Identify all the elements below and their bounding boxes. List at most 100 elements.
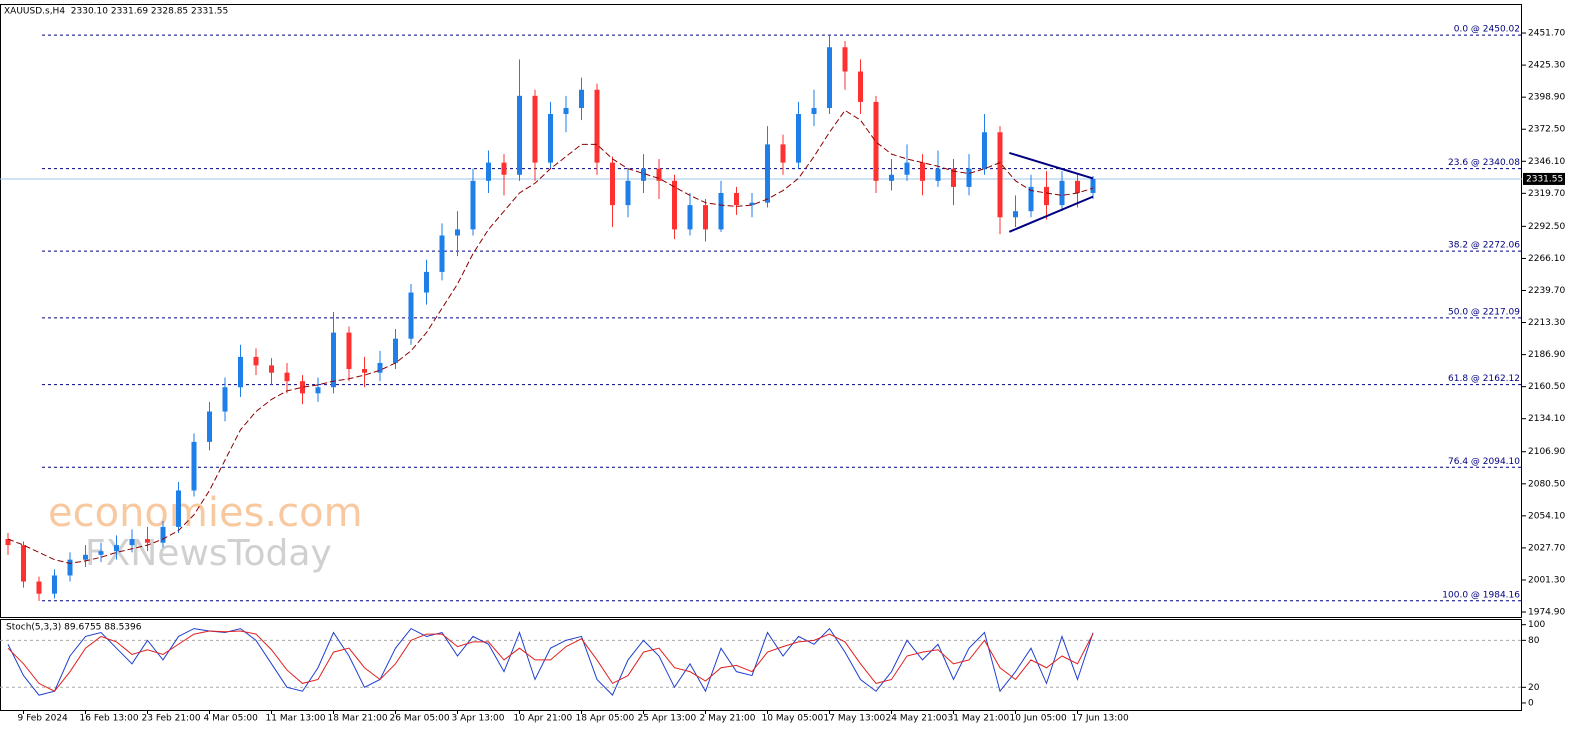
candle-body bbox=[997, 132, 1003, 218]
candle-body bbox=[176, 490, 181, 527]
candle-body bbox=[579, 89, 584, 108]
candle-body bbox=[889, 174, 894, 181]
candle-body bbox=[36, 581, 42, 594]
candle-body bbox=[827, 47, 832, 108]
candle-body bbox=[222, 387, 228, 412]
candle-body bbox=[1090, 178, 1096, 193]
trendline bbox=[1008, 195, 1094, 233]
stoch-panel bbox=[0, 619, 1522, 711]
candle-body bbox=[424, 271, 429, 293]
stoch-line bbox=[7, 627, 1094, 697]
candle-body bbox=[920, 162, 925, 181]
fib-label: 38.2 @ 2272.06 bbox=[1448, 241, 1520, 251]
candle-body bbox=[377, 362, 383, 373]
candle-body bbox=[532, 95, 538, 163]
candle-body bbox=[935, 168, 941, 181]
x-tick-label: 17 May 13:00 bbox=[824, 714, 886, 724]
candle-body bbox=[253, 356, 259, 366]
x-tick-label: 26 Mar 05:00 bbox=[390, 714, 450, 724]
candle-body bbox=[749, 202, 755, 206]
candle-body bbox=[672, 180, 677, 230]
candle-body bbox=[160, 526, 166, 543]
candle-body bbox=[315, 387, 321, 394]
candle-body bbox=[734, 192, 739, 206]
y-tick-label: 2425.30 bbox=[1528, 61, 1565, 71]
candle-body bbox=[765, 144, 770, 203]
candle-body bbox=[362, 369, 367, 373]
watermark: FXNewsToday bbox=[85, 533, 332, 574]
candle-body bbox=[966, 168, 972, 187]
candle-body bbox=[67, 559, 73, 576]
candle-body bbox=[346, 332, 352, 370]
chart-title: XAUUSD.s,H4 2330.10 2331.69 2328.85 2331… bbox=[4, 7, 228, 17]
fib-label: 0.0 @ 2450.02 bbox=[1454, 25, 1520, 35]
candle-body bbox=[625, 180, 631, 206]
candle-body bbox=[300, 381, 305, 394]
x-tick-label: 10 Apr 21:00 bbox=[514, 714, 573, 724]
fib-label: 61.8 @ 2162.12 bbox=[1448, 374, 1520, 384]
x-tick-label: 31 May 21:00 bbox=[948, 714, 1010, 724]
last-price-label: 2331.55 bbox=[1526, 174, 1563, 184]
y-tick-label: 2080.50 bbox=[1528, 479, 1565, 489]
candle-body bbox=[207, 411, 212, 442]
candle-body bbox=[1013, 211, 1018, 218]
candle-body bbox=[951, 168, 956, 187]
candle-body bbox=[52, 575, 57, 594]
candle-body bbox=[83, 554, 88, 560]
fib-label: 100.0 @ 1984.16 bbox=[1442, 590, 1520, 600]
moving-average bbox=[7, 109, 1094, 564]
x-tick-label: 11 Mar 13:00 bbox=[266, 714, 326, 724]
candle-body bbox=[1075, 180, 1080, 193]
candle-body bbox=[98, 551, 104, 555]
candle-body bbox=[904, 162, 910, 175]
candle-body bbox=[780, 144, 786, 163]
stoch-tick-label: 20 bbox=[1528, 683, 1540, 693]
y-tick-label: 2292.50 bbox=[1528, 222, 1565, 232]
y-tick-label: 2213.30 bbox=[1528, 318, 1565, 328]
stoch-tick-label: 80 bbox=[1528, 636, 1540, 646]
y-tick-label: 2106.90 bbox=[1528, 447, 1565, 457]
y-tick-label: 2054.10 bbox=[1528, 511, 1565, 521]
x-tick-label: 3 Apr 13:00 bbox=[452, 714, 505, 724]
y-tick-label: 2134.10 bbox=[1528, 414, 1565, 424]
candle-body bbox=[1059, 180, 1065, 206]
candle-body bbox=[796, 114, 801, 163]
stoch-tick-label: 100 bbox=[1528, 620, 1545, 630]
fib-label: 50.0 @ 2217.09 bbox=[1448, 307, 1520, 317]
candle-body bbox=[486, 162, 491, 181]
candle-body bbox=[548, 114, 553, 163]
candle-body bbox=[687, 205, 693, 230]
x-tick-label: 24 May 21:00 bbox=[886, 714, 948, 724]
fib-label: 76.4 @ 2094.10 bbox=[1448, 457, 1520, 467]
y-tick-label: 2266.10 bbox=[1528, 254, 1565, 264]
y-tick-label: 2319.70 bbox=[1528, 189, 1565, 199]
candle-body bbox=[470, 180, 476, 230]
candle-body bbox=[393, 338, 398, 363]
candle-body bbox=[129, 539, 135, 546]
watermark: economies.com bbox=[48, 490, 363, 536]
x-tick-label: 18 Apr 05:00 bbox=[576, 714, 635, 724]
candle-body bbox=[1044, 186, 1049, 206]
candle-body bbox=[1028, 186, 1034, 212]
y-tick-label: 2239.70 bbox=[1528, 286, 1565, 296]
x-tick-label: 10 May 05:00 bbox=[762, 714, 824, 724]
candle-body bbox=[21, 545, 26, 582]
candle-body bbox=[331, 332, 336, 388]
x-tick-label: 4 Mar 05:00 bbox=[204, 714, 259, 724]
candle-body bbox=[842, 47, 848, 72]
y-tick-label: 2160.50 bbox=[1528, 382, 1565, 392]
x-tick-label: 9 Feb 2024 bbox=[18, 714, 69, 724]
candle-body bbox=[501, 162, 507, 175]
candle-body bbox=[455, 229, 460, 236]
candle-body bbox=[610, 162, 615, 206]
candle-body bbox=[594, 89, 600, 163]
main-panel bbox=[0, 4, 1522, 618]
candle-body bbox=[656, 168, 662, 181]
x-tick-label: 18 Mar 21:00 bbox=[328, 714, 388, 724]
stoch-tick-label: 0 bbox=[1528, 698, 1534, 708]
candle-body bbox=[5, 539, 11, 546]
candle-body bbox=[284, 372, 290, 382]
x-tick-label: 16 Feb 13:00 bbox=[80, 714, 139, 724]
last-price-box bbox=[1523, 172, 1565, 185]
candle-body bbox=[811, 107, 817, 115]
